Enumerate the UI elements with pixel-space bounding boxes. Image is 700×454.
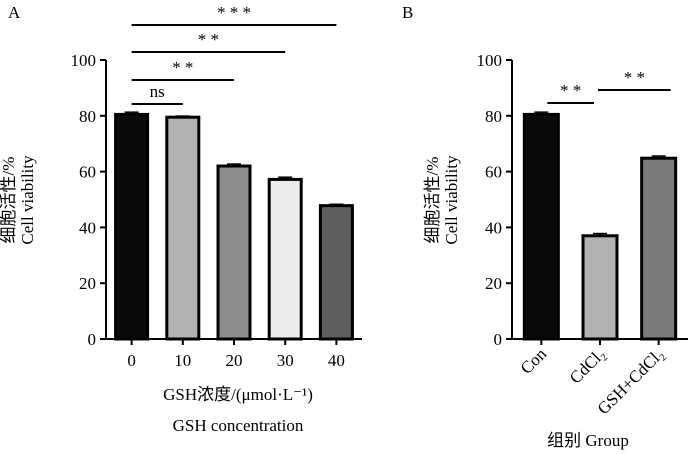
y-tick-label: 40 <box>485 218 502 237</box>
x-tick-label: 20 <box>226 351 243 370</box>
panel-a-ylabel-cn: 细胞活性/% <box>0 157 18 244</box>
panel-b-xlabel: 组别 Group <box>547 431 629 450</box>
y-tick-label: 40 <box>79 218 96 237</box>
bar <box>114 112 150 341</box>
x-tick-label: 40 <box>328 351 345 370</box>
bar <box>640 156 678 341</box>
x-tick-label: 0 <box>127 351 136 370</box>
panel-a-plot: 0 20 40 60 80 100 0 10 20 30 40 ns * * * * * * * <box>71 3 362 370</box>
significance-label: * * <box>560 81 581 100</box>
y-tick-label: 20 <box>79 274 96 293</box>
y-tick-label: 80 <box>79 107 96 126</box>
y-tick-label: 100 <box>477 51 503 70</box>
significance-label: ns <box>150 82 165 101</box>
y-tick-label: 20 <box>485 274 502 293</box>
bar <box>267 177 303 341</box>
bar <box>318 204 354 341</box>
bar <box>165 115 201 341</box>
y-tick-label: 60 <box>485 163 502 182</box>
panel-b-ylabel-cn: 细胞活性/% <box>423 157 442 244</box>
panel-a-label: A <box>8 3 21 22</box>
y-tick-label: 100 <box>71 51 97 70</box>
y-tick-label: 60 <box>79 163 96 182</box>
panel-a-xlabel-cn: GSH浓度/(μmol·L⁻¹) <box>163 385 313 404</box>
x-tick-label: CdCl₂ <box>566 344 609 387</box>
panel-a-ylabel-en: Cell viability <box>18 155 37 245</box>
x-tick-label: 30 <box>277 351 294 370</box>
bar <box>216 164 252 341</box>
bar <box>522 112 560 341</box>
y-tick-label: 0 <box>494 330 503 349</box>
panel-b-label: B <box>402 3 413 22</box>
x-tick-label: 10 <box>174 351 191 370</box>
significance-label: * * * <box>217 3 251 22</box>
significance-label: * * <box>172 58 193 77</box>
bar <box>581 234 619 341</box>
y-tick-label: 0 <box>88 330 97 349</box>
x-tick-label: Con <box>517 344 551 378</box>
panel-b-ylabel-en: Cell viability <box>442 155 461 245</box>
significance-label: * * <box>624 68 645 87</box>
significance-label: * * <box>198 30 219 49</box>
y-tick-label: 80 <box>485 107 502 126</box>
panel-a-xlabel-en: GSH concentration <box>173 416 304 435</box>
